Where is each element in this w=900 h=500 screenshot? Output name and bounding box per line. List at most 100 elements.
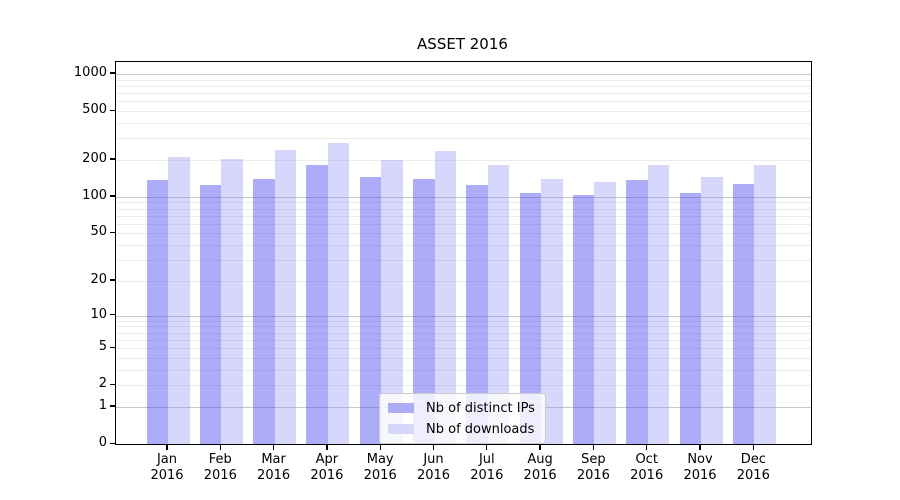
gridline (116, 332, 811, 334)
gridline (116, 138, 811, 140)
gridline (116, 233, 811, 235)
gridline (116, 202, 811, 204)
legend-label-downloads: Nb of downloads (426, 421, 535, 437)
bar-downloads (541, 178, 563, 444)
x-tick-mark (379, 444, 381, 450)
gridline (116, 385, 811, 387)
bar-downloads (168, 156, 190, 444)
bar-downloads (381, 159, 403, 444)
x-tick-label: Nov 2016 (683, 452, 717, 483)
x-tick-mark (699, 444, 701, 450)
x-tick-mark (166, 444, 168, 450)
y-tick-mark (110, 158, 115, 160)
x-tick-mark (326, 444, 328, 450)
legend-label-distinct-ips: Nb of distinct IPs (426, 400, 535, 416)
bar-downloads (594, 182, 616, 444)
bar-downloads (754, 165, 776, 444)
bar-distinct-ips (413, 178, 435, 444)
legend-entry-distinct-ips: Nb of distinct IPs (388, 399, 535, 417)
chart-title: ASSET 2016 (417, 35, 508, 53)
bar-downloads (434, 150, 456, 444)
legend: Nb of distinct IPs Nb of downloads (379, 393, 546, 444)
x-tick-mark (486, 444, 488, 450)
x-tick-label: Jun 2016 (416, 452, 451, 483)
gridline (116, 215, 811, 217)
x-tick-mark (539, 444, 541, 450)
bar-distinct-ips (466, 184, 488, 444)
x-tick-label: Mar 2016 (257, 452, 291, 483)
gridline (116, 245, 811, 247)
gridline (116, 85, 811, 87)
x-tick-label: Apr 2016 (310, 452, 344, 483)
x-tick-label: Dec 2016 (736, 452, 770, 483)
gridline (116, 223, 811, 225)
y-tick-label: 10 (90, 306, 107, 322)
gridline (116, 196, 811, 198)
bar-downloads (701, 176, 723, 444)
gridline (116, 357, 811, 359)
y-tick-label: 1000 (73, 64, 107, 80)
gridline (116, 79, 811, 81)
y-tick-mark (110, 383, 115, 386)
gridline (116, 315, 811, 317)
bar-downloads (274, 150, 297, 444)
bar-distinct-ips (572, 194, 595, 444)
x-tick-label: Jan 2016 (150, 452, 184, 483)
bar-distinct-ips (626, 180, 648, 444)
x-tick-mark (219, 444, 221, 450)
x-tick-mark (752, 444, 754, 450)
y-tick-label: 200 (82, 150, 107, 166)
y-tick-label: 100 (82, 187, 107, 203)
gridline (116, 280, 811, 282)
gridline (116, 73, 811, 75)
gridline (116, 208, 811, 210)
legend-entry-downloads: Nb of downloads (388, 420, 535, 438)
gridline (116, 348, 811, 349)
x-tick-label: Sep 2016 (576, 452, 610, 483)
gridline (116, 339, 811, 341)
x-tick-label: May 2016 (363, 452, 397, 483)
bar-distinct-ips (679, 193, 701, 444)
y-tick-mark (110, 279, 115, 281)
bar-distinct-ips (359, 177, 382, 444)
legend-swatch-distinct-ips (388, 403, 414, 413)
gridline (116, 320, 811, 322)
x-tick-mark (592, 444, 595, 450)
y-tick-label: 20 (90, 271, 107, 287)
bar-distinct-ips (199, 184, 222, 444)
y-tick-mark (110, 405, 115, 407)
y-tick-label: 50 (90, 224, 107, 240)
gridline (116, 159, 811, 161)
y-tick-mark (110, 72, 115, 74)
gridline (116, 101, 811, 103)
y-tick-mark (110, 109, 115, 111)
x-tick-label: Feb 2016 (203, 452, 237, 483)
gridline (116, 93, 811, 94)
bar-distinct-ips (519, 192, 542, 444)
y-tick-mark (110, 231, 115, 234)
bar-downloads (221, 158, 243, 444)
bar-distinct-ips (732, 183, 755, 444)
bar-distinct-ips (146, 179, 168, 444)
y-tick-label: 0 (98, 435, 107, 450)
y-tick-mark (110, 195, 115, 197)
x-tick-mark (272, 444, 275, 450)
x-tick-label: Aug 2016 (523, 452, 557, 483)
bar-downloads (327, 142, 350, 444)
gridline (116, 111, 811, 112)
y-tick-label: 5 (98, 339, 107, 355)
bar-downloads (647, 165, 670, 444)
x-tick-mark (646, 444, 648, 450)
gridline (116, 326, 811, 328)
bar-distinct-ips (253, 179, 275, 444)
y-tick-label: 2 (98, 376, 107, 392)
y-tick-mark (110, 314, 115, 316)
legend-swatch-downloads (388, 424, 414, 434)
y-tick-label: 1 (98, 397, 107, 413)
gridline (116, 369, 811, 371)
y-tick-mark (110, 346, 115, 348)
y-tick-label: 500 (82, 102, 107, 118)
y-tick-mark (110, 442, 115, 444)
gridline (116, 260, 811, 262)
bar-downloads (487, 165, 510, 444)
